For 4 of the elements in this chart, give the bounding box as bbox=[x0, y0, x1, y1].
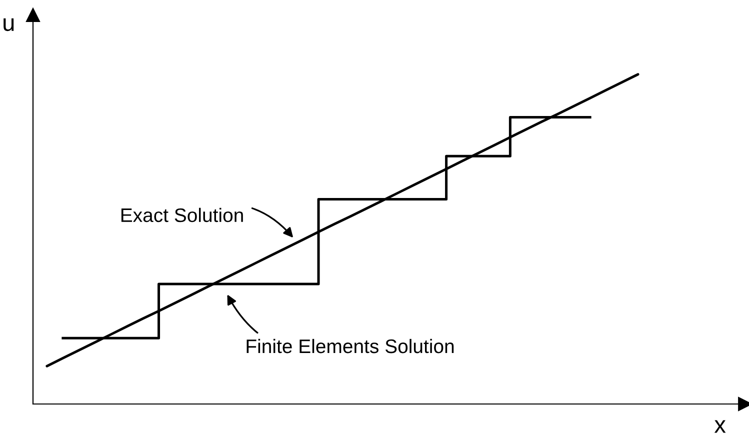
y-axis-title: u bbox=[4, 18, 14, 32]
x-axis-title: x bbox=[714, 420, 726, 433]
annotation: Finite Elements Solution bbox=[246, 338, 454, 354]
annotation: Exact Solution bbox=[121, 208, 243, 222]
